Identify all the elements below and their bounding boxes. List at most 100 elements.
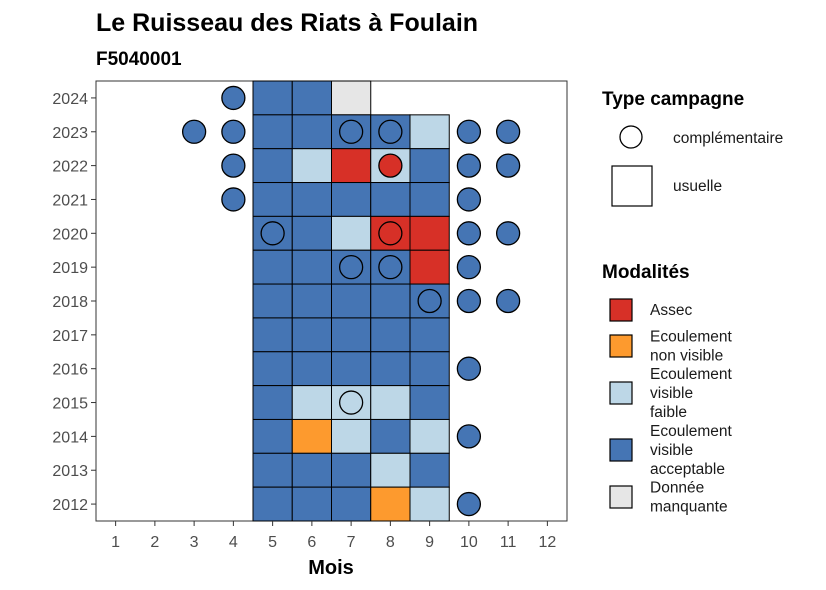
y-axis: 2012 2013 2014 2015 2016 2017 2018 2019 2020 2021… bbox=[52, 91, 96, 514]
legend-type-campagne: Type campagne complémentaire usuelle bbox=[602, 89, 783, 207]
x-tick-label: 3 bbox=[190, 534, 199, 551]
tile-2016-7 bbox=[331, 351, 372, 387]
legend-label-acceptable: acceptable bbox=[650, 461, 725, 478]
point-2020-10 bbox=[456, 221, 482, 246]
tile-2012-7 bbox=[331, 486, 372, 522]
legend-label-faible: visible bbox=[650, 385, 693, 402]
point-2018-10 bbox=[456, 288, 482, 314]
x-tick-label: 9 bbox=[425, 534, 434, 551]
tile-2012-5 bbox=[252, 486, 293, 522]
point-2018-9 bbox=[417, 288, 442, 314]
tile-2017-8 bbox=[370, 317, 411, 353]
x-tick-label: 7 bbox=[347, 534, 356, 551]
point-2019-7 bbox=[338, 255, 364, 280]
point-2023-8 bbox=[378, 119, 403, 144]
point-2019-10 bbox=[456, 255, 482, 280]
tile-2018-5 bbox=[252, 283, 293, 319]
x-tick-label: 12 bbox=[538, 534, 556, 551]
y-tick-label: 2019 bbox=[52, 260, 88, 277]
tile-2017-5 bbox=[252, 317, 293, 353]
point-2022-8 bbox=[378, 153, 403, 178]
point-2023-4 bbox=[221, 119, 246, 144]
tile-2021-7 bbox=[331, 182, 372, 217]
tile-2013-6 bbox=[291, 452, 332, 488]
tile-2018-7 bbox=[331, 283, 372, 319]
tile-2016-8 bbox=[370, 351, 411, 387]
tile-2015-5 bbox=[252, 385, 293, 420]
legend-key-faible bbox=[609, 381, 633, 405]
point-2016-10 bbox=[456, 356, 482, 381]
tile-2020-6 bbox=[291, 215, 332, 251]
tile-2024-7 bbox=[331, 80, 372, 116]
tile-2018-6 bbox=[291, 283, 332, 319]
legend-square-key bbox=[611, 165, 653, 207]
tile-2013-9 bbox=[409, 452, 450, 488]
tile-2020-7 bbox=[331, 215, 372, 251]
chart-title: Le Ruisseau des Riats à Foulain bbox=[96, 9, 478, 37]
legend-campaign-label: usuelle bbox=[673, 178, 722, 195]
tile-2017-9 bbox=[409, 317, 450, 353]
y-tick-label: 2023 bbox=[52, 125, 88, 142]
tile-2019-9 bbox=[409, 249, 450, 285]
point-2012-10 bbox=[456, 491, 482, 517]
point-2014-10 bbox=[456, 424, 482, 449]
point-2024-4 bbox=[221, 85, 246, 111]
legend-key-acceptable bbox=[609, 438, 633, 462]
y-tick-label: 2013 bbox=[52, 463, 88, 480]
legend-label-assec: Assec bbox=[650, 302, 692, 319]
x-axis-title: Mois bbox=[308, 557, 354, 579]
tile-2024-5 bbox=[252, 80, 293, 116]
tile-2016-6 bbox=[291, 351, 332, 387]
tile-2015-8 bbox=[370, 385, 411, 420]
y-tick-label: 2015 bbox=[52, 396, 88, 413]
legend-key-assec bbox=[609, 298, 633, 322]
legend-key-nonvisible bbox=[609, 334, 633, 358]
x-tick-label: 4 bbox=[229, 534, 238, 551]
y-tick-label: 2021 bbox=[52, 192, 88, 209]
tile-2016-9 bbox=[409, 351, 450, 387]
tile-2024-6 bbox=[291, 80, 332, 116]
legend-key-manquante bbox=[609, 485, 633, 509]
point-2021-4 bbox=[221, 187, 246, 212]
tile-2023-5 bbox=[252, 114, 293, 150]
point-2023-3 bbox=[181, 119, 207, 144]
y-tick-label: 2016 bbox=[52, 362, 88, 379]
tile-2019-5 bbox=[252, 249, 293, 285]
tile-2022-6 bbox=[291, 148, 332, 184]
x-tick-label: 10 bbox=[460, 534, 478, 551]
y-tick-label: 2017 bbox=[52, 328, 88, 345]
legend-label-nonvisible: non visible bbox=[650, 348, 723, 365]
y-tick-label: 2018 bbox=[52, 294, 88, 311]
tile-2012-9 bbox=[409, 486, 450, 522]
tile-2013-8 bbox=[370, 452, 411, 488]
tile-2022-9 bbox=[409, 148, 450, 184]
tile-2023-9 bbox=[409, 114, 450, 150]
tile-2022-7 bbox=[331, 148, 372, 184]
tile-2021-9 bbox=[409, 182, 450, 217]
point-2020-5 bbox=[260, 221, 285, 246]
legend-label-manquante: Donnée bbox=[650, 480, 704, 497]
x-tick-label: 6 bbox=[307, 534, 316, 551]
legend-campaign-title: Type campagne bbox=[602, 89, 744, 110]
chart-subtitle: F5040001 bbox=[96, 49, 182, 70]
y-tick-label: 2024 bbox=[52, 91, 88, 108]
tile-2021-8 bbox=[370, 182, 411, 217]
y-tick-label: 2012 bbox=[52, 497, 88, 514]
complementaire-points bbox=[181, 85, 521, 517]
tile-2014-8 bbox=[370, 418, 411, 454]
tile-2012-6 bbox=[291, 486, 332, 522]
x-tick-label: 8 bbox=[386, 534, 395, 551]
legend-label-nonvisible: Ecoulement bbox=[650, 329, 733, 346]
legend-label-manquante: manquante bbox=[650, 499, 728, 516]
legend-label-faible: faible bbox=[650, 404, 687, 421]
tile-2013-5 bbox=[252, 452, 293, 488]
point-2023-7 bbox=[338, 119, 364, 144]
legend-label-acceptable: visible bbox=[650, 442, 693, 459]
y-tick-label: 2014 bbox=[52, 429, 88, 446]
point-2022-10 bbox=[456, 153, 482, 178]
legend-label-faible: Ecoulement bbox=[650, 366, 733, 383]
tile-2015-6 bbox=[291, 385, 332, 420]
tile-2022-5 bbox=[252, 148, 293, 184]
